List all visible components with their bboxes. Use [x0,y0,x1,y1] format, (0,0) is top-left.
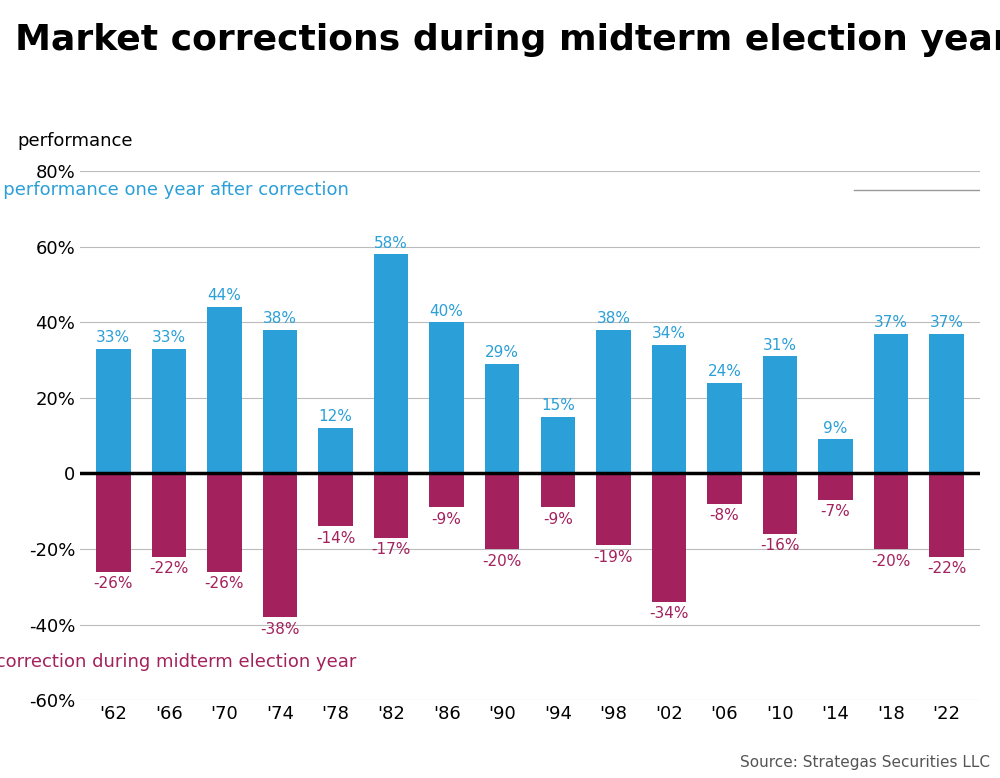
Bar [707,383,742,474]
Text: -19%: -19% [594,550,633,565]
Bar [318,474,353,527]
Bar [429,474,464,507]
Text: Market corrections during midterm election years: Market corrections during midterm electi… [15,23,1000,58]
Text: market performance one year after correction: market performance one year after correc… [0,181,360,199]
Text: 9%: 9% [823,421,848,436]
Text: 31%: 31% [763,338,797,352]
Text: -8%: -8% [710,508,739,524]
Text: -38%: -38% [260,622,300,636]
Text: 40%: 40% [430,303,464,318]
Text: -17%: -17% [371,542,411,557]
Text: -9%: -9% [543,512,573,527]
Bar [207,307,242,474]
Bar [374,254,408,474]
Bar [152,474,186,556]
Bar [818,474,853,500]
Text: -26%: -26% [205,576,244,591]
Text: -16%: -16% [760,538,800,553]
Bar [485,474,519,549]
Bar [763,474,797,534]
Bar [96,349,131,474]
Bar [818,440,853,474]
Text: 38%: 38% [596,311,630,326]
Text: 37%: 37% [874,315,908,330]
Text: -34%: -34% [649,607,689,622]
Text: -7%: -7% [821,504,850,520]
Text: 37%: 37% [930,315,964,330]
Text: 29%: 29% [485,345,519,360]
Bar [652,345,686,474]
Text: -22%: -22% [927,561,966,576]
Bar [429,322,464,474]
Bar [207,474,242,572]
Text: 34%: 34% [652,326,686,342]
Text: 44%: 44% [208,289,241,303]
Text: 12%: 12% [319,409,352,424]
Text: 24%: 24% [708,364,741,379]
Text: -26%: -26% [94,576,133,591]
Bar [96,474,131,572]
Bar [541,417,575,474]
Text: performance: performance [17,132,132,150]
Text: 33%: 33% [96,330,130,345]
Bar [485,364,519,474]
Bar [596,474,631,545]
Text: 15%: 15% [541,398,575,413]
Text: market correction during midterm election year: market correction during midterm electio… [0,654,356,671]
Bar [263,474,297,617]
Bar [874,334,908,474]
Bar [763,356,797,474]
Bar [707,474,742,503]
Text: -14%: -14% [316,531,355,546]
Text: 33%: 33% [152,330,186,345]
Bar [874,474,908,549]
Bar [318,428,353,474]
Text: 38%: 38% [263,311,297,326]
Text: -20%: -20% [483,554,522,569]
Text: Source: Strategas Securities LLC: Source: Strategas Securities LLC [740,755,990,770]
Text: -9%: -9% [432,512,462,527]
Bar [929,334,964,474]
Bar [374,474,408,538]
Bar [541,474,575,507]
Text: -20%: -20% [871,554,911,569]
Bar [263,330,297,474]
Bar [596,330,631,474]
Bar [929,474,964,556]
Bar [652,474,686,602]
Bar [152,349,186,474]
Text: 58%: 58% [374,236,408,251]
Text: -22%: -22% [149,561,189,576]
